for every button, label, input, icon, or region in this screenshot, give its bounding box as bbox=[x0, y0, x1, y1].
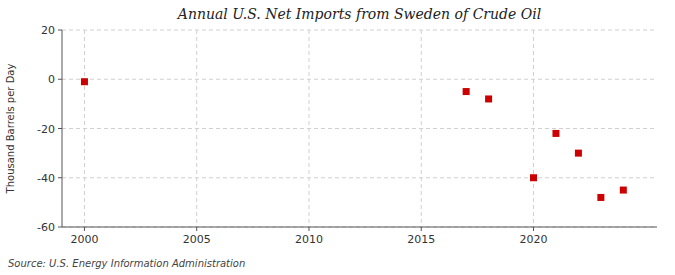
source-note: Source: U.S. Energy Information Administ… bbox=[8, 258, 245, 269]
point bbox=[575, 150, 582, 157]
x-tick-label: 2020 bbox=[520, 233, 548, 246]
x-grid-line bbox=[196, 30, 197, 227]
y-grid-line bbox=[62, 128, 657, 129]
point bbox=[81, 78, 88, 85]
y-grid-line bbox=[62, 79, 657, 80]
grid bbox=[62, 30, 657, 227]
y-axis-label: Thousand Barrels per Day bbox=[5, 64, 16, 195]
y-grid-line bbox=[62, 30, 657, 31]
y-tick-label: -40 bbox=[37, 172, 55, 185]
y-tick-label: -20 bbox=[37, 123, 55, 136]
x-tick bbox=[533, 227, 534, 231]
x-tick bbox=[421, 227, 422, 231]
x-axis: 2000 2005 2010 2015 2020 bbox=[70, 227, 547, 246]
points bbox=[81, 78, 627, 201]
chart: 2000 2005 2010 2015 2020 -60 -40 -20 0 20 Thousand… bbox=[0, 0, 675, 275]
y-tick bbox=[58, 128, 62, 129]
x-grid-line bbox=[84, 30, 85, 227]
y-tick bbox=[58, 227, 62, 228]
x-grid-line bbox=[308, 30, 309, 227]
y-tick-label: -60 bbox=[37, 221, 55, 234]
x-tick-label: 2000 bbox=[70, 233, 98, 246]
x-tick bbox=[196, 227, 197, 231]
y-tick-label: 20 bbox=[41, 24, 55, 37]
x-tick bbox=[308, 227, 309, 231]
y-tick bbox=[58, 30, 62, 31]
x-grid-line bbox=[533, 30, 534, 227]
x-grid-line bbox=[421, 30, 422, 227]
point bbox=[485, 95, 492, 102]
x-tick-label: 2005 bbox=[183, 233, 211, 246]
x-axis-line bbox=[62, 227, 657, 228]
point bbox=[463, 88, 470, 95]
y-tick bbox=[58, 177, 62, 178]
point bbox=[552, 130, 559, 137]
y-grid-line bbox=[62, 177, 657, 178]
point bbox=[597, 194, 604, 201]
y-grid-line bbox=[62, 227, 657, 228]
x-tick-label: 2015 bbox=[407, 233, 435, 246]
x-tick-label: 2010 bbox=[295, 233, 323, 246]
title: Annual U.S. Net Imports from Sweden of C… bbox=[176, 6, 541, 22]
point bbox=[530, 174, 537, 181]
point bbox=[620, 187, 627, 194]
y-axis: -60 -40 -20 0 20 bbox=[37, 24, 62, 234]
x-tick bbox=[84, 227, 85, 231]
y-tick bbox=[58, 79, 62, 80]
y-tick-label: 0 bbox=[48, 73, 55, 86]
